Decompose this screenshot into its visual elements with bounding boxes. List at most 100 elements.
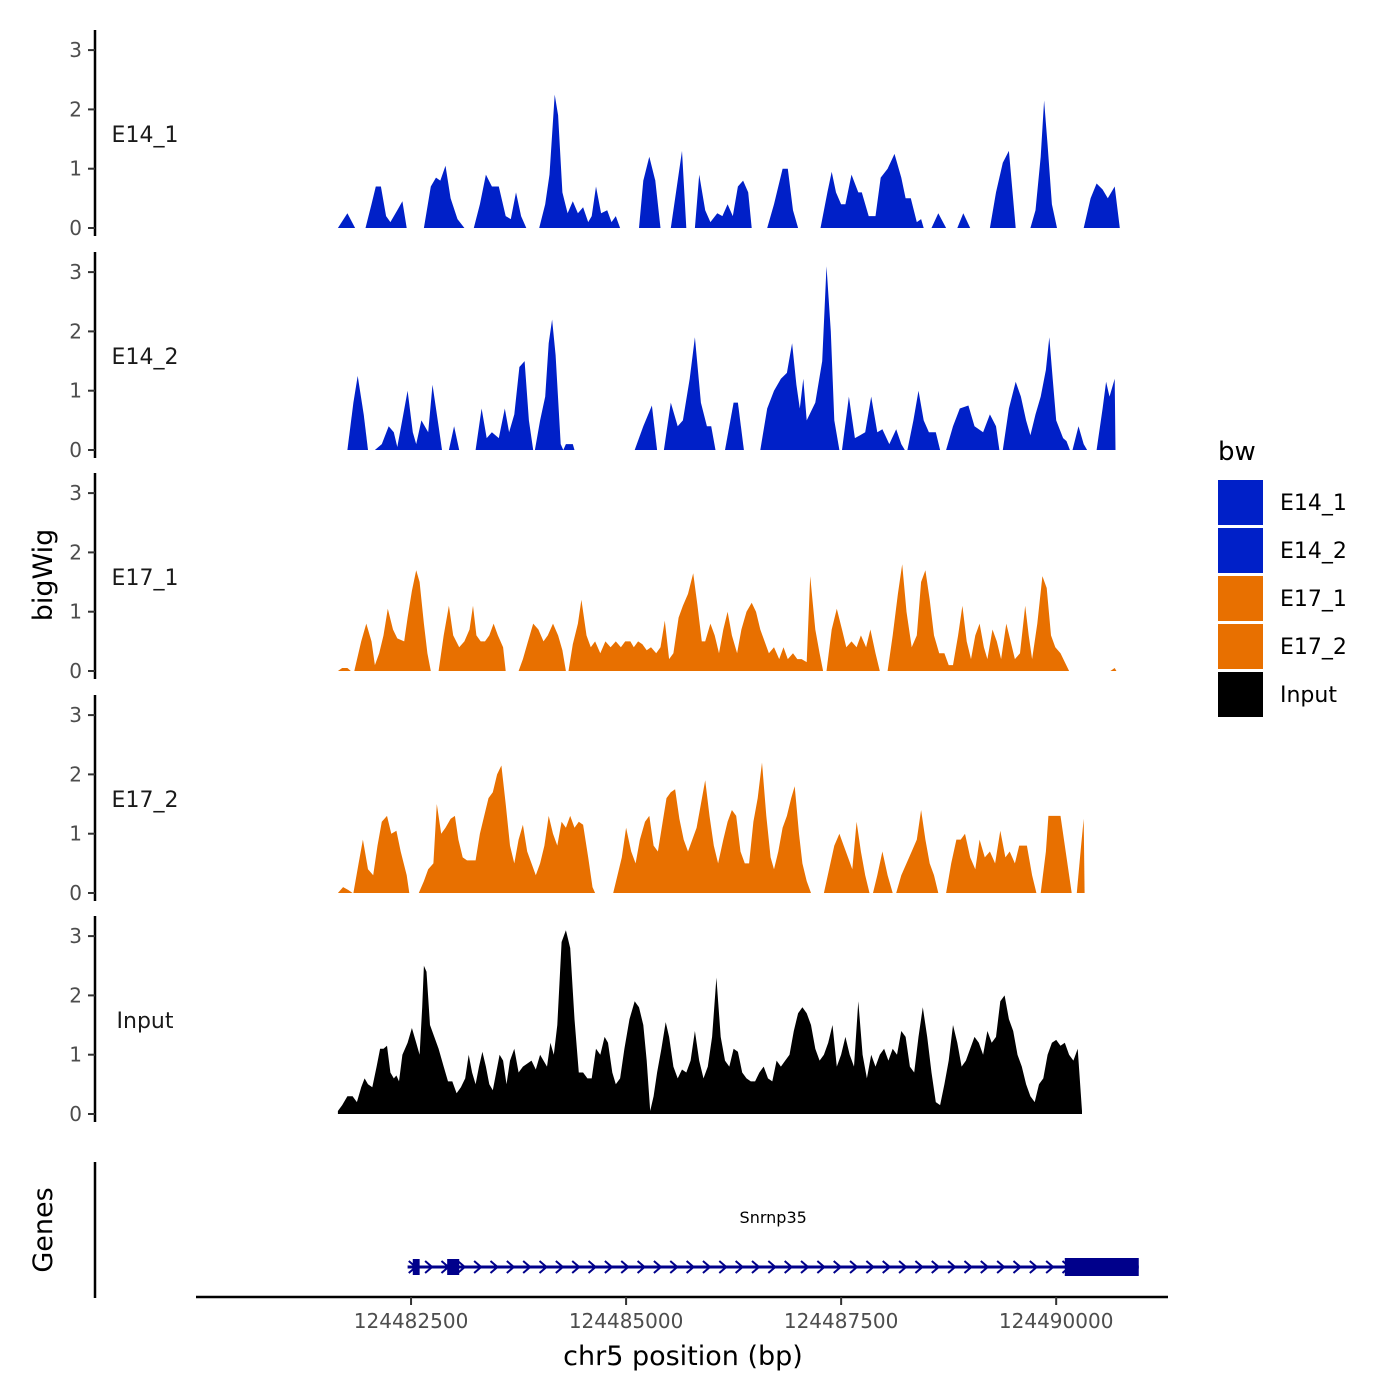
legend-label: E17_2	[1280, 635, 1347, 660]
strand-arrow-icon	[734, 1260, 745, 1274]
track-e14_2: 0 1 2 3 E14_2	[69, 252, 1116, 462]
coverage-area	[337, 213, 356, 228]
legend-swatch	[1218, 576, 1263, 621]
y-tick-label: 3	[69, 924, 82, 948]
coverage-area	[1072, 426, 1088, 450]
coverage-area	[1110, 668, 1117, 671]
y-tick-label: 1	[69, 379, 82, 403]
strand-arrow-icon	[685, 1260, 696, 1274]
x-tick-label: 124485000	[569, 1309, 684, 1333]
strand-arrow-icon	[538, 1260, 549, 1274]
coverage-area	[820, 153, 924, 228]
y-tick-label: 2	[69, 983, 82, 1007]
coverage-area	[354, 570, 431, 671]
track-label: E17_2	[112, 788, 179, 813]
coverage-area	[518, 623, 566, 671]
coverage-area	[1096, 378, 1116, 450]
track-e17_1: 0 1 2 3 E17_1	[69, 473, 1117, 683]
x-tick-label: 124487500	[784, 1309, 899, 1333]
coverage-area	[896, 810, 939, 893]
strand-arrow-icon	[506, 1260, 516, 1274]
strand-arrow-icon	[996, 1260, 1006, 1274]
track-label: E17_1	[112, 566, 179, 591]
y-tick-label: 1	[69, 157, 82, 181]
strand-arrow-icon	[522, 1260, 532, 1274]
coverage-area	[365, 186, 407, 228]
strand-arrow-icon	[587, 1260, 598, 1274]
strand-arrow-icon	[963, 1260, 973, 1274]
coverage-area	[907, 390, 941, 450]
coverage-area	[613, 762, 811, 893]
strand-arrow-icon	[424, 1260, 434, 1274]
y-axis-title: bigWig	[28, 529, 59, 622]
gene-exon	[412, 1259, 420, 1275]
strand-arrow-icon	[751, 1260, 761, 1274]
coverage-area	[957, 213, 971, 228]
track-e14_1: 0 1 2 3 E14_1	[69, 30, 1120, 240]
strand-arrow-icon	[947, 1260, 957, 1274]
coverage-area	[873, 851, 893, 893]
legend-swatch	[1218, 480, 1263, 525]
y-tick-label: 0	[69, 659, 82, 683]
strand-arrow-icon	[931, 1260, 941, 1274]
strand-arrow-icon	[882, 1260, 892, 1274]
strand-arrow-icon	[784, 1260, 794, 1274]
legend-swatch	[1218, 672, 1263, 717]
y-tick-label: 0	[69, 881, 82, 905]
coverage-area	[663, 337, 716, 450]
coverage-area	[823, 821, 870, 893]
strand-arrow-icon	[833, 1260, 843, 1274]
gene-exon	[1064, 1258, 1139, 1276]
strand-arrow-icon	[800, 1260, 810, 1274]
strand-arrow-icon	[1012, 1260, 1023, 1274]
y-tick-label: 2	[69, 540, 82, 564]
strand-arrow-icon	[571, 1260, 581, 1274]
track-input: 0 1 2 3 Input	[69, 916, 1082, 1126]
y-tick-label: 3	[69, 481, 82, 505]
coverage-area	[946, 830, 1037, 893]
strand-arrow-icon	[865, 1260, 875, 1274]
y-tick-label: 2	[69, 319, 82, 343]
gene-panel: Snrnp35	[93, 1162, 1139, 1298]
gene-exon	[447, 1259, 460, 1275]
coverage-area	[423, 165, 465, 228]
legend-label: Input	[1280, 683, 1337, 708]
y-tick-label: 0	[69, 216, 82, 240]
strand-arrow-icon	[653, 1260, 663, 1274]
y-tick-label: 0	[69, 438, 82, 462]
genes-axis-title: Genes	[28, 1187, 59, 1272]
strand-arrow-icon	[620, 1260, 630, 1274]
coverage-area	[989, 150, 1016, 228]
coverage-area	[337, 887, 353, 893]
strand-arrow-icon	[849, 1260, 859, 1274]
strand-arrow-icon	[914, 1260, 924, 1274]
coverage-area	[946, 405, 1000, 450]
coverage-area	[475, 361, 534, 450]
coverage-area	[694, 174, 752, 228]
y-tick-label: 0	[69, 1102, 82, 1126]
strand-arrow-icon	[636, 1260, 647, 1274]
coverage-area	[473, 174, 527, 228]
coverage-area	[337, 930, 1082, 1114]
coverage-area	[887, 564, 1070, 671]
x-tick-label: 124490000	[999, 1309, 1114, 1333]
coverage-area	[534, 319, 564, 450]
coverage-area	[448, 426, 460, 450]
y-tick-label: 1	[69, 600, 82, 624]
coverage-area	[438, 605, 506, 671]
x-axis: 124482500 124485000 124487500 124490000	[196, 1295, 1168, 1333]
strand-arrow-icon	[718, 1260, 728, 1274]
y-tick-label: 2	[69, 762, 82, 786]
strand-arrow-icon	[669, 1260, 679, 1274]
coverage-area	[337, 668, 351, 671]
coverage-area	[1040, 815, 1072, 893]
legend-label: E14_1	[1280, 491, 1347, 516]
legend-swatch	[1218, 624, 1263, 669]
strand-arrow-icon	[555, 1260, 565, 1274]
track-label: Input	[117, 1009, 174, 1034]
legend-label: E14_2	[1280, 539, 1347, 564]
y-tick-label: 2	[69, 97, 82, 121]
y-tick-label: 3	[69, 38, 82, 62]
coverage-area	[418, 765, 596, 893]
coverage-area	[1083, 183, 1120, 228]
